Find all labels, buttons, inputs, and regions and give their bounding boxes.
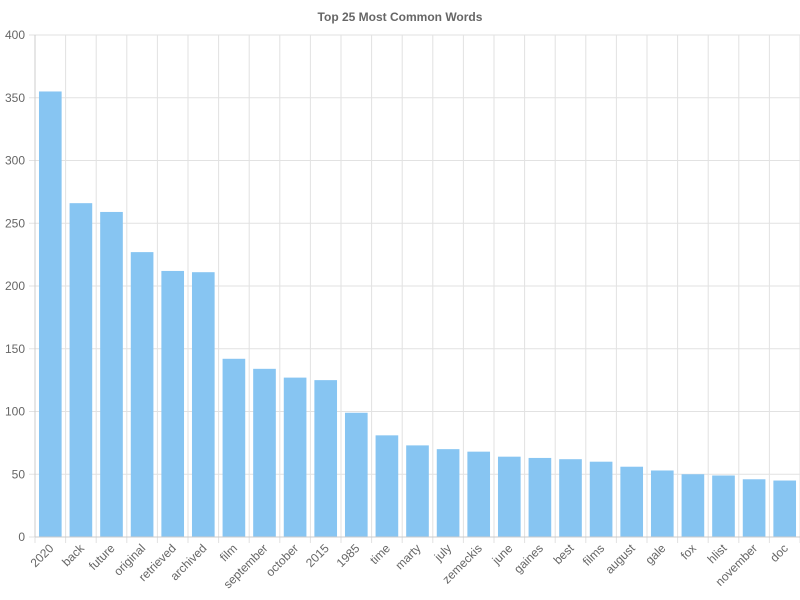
bar-doc[interactable] (773, 480, 797, 537)
x-tick-label: hlist (705, 541, 730, 566)
bar-august[interactable] (620, 466, 644, 537)
x-tick-label: gaines (511, 541, 546, 576)
bar-back[interactable] (69, 203, 93, 538)
y-tick-label: 50 (12, 467, 26, 481)
x-tick-label: marty (393, 541, 424, 572)
bars (38, 91, 797, 538)
bar-fox[interactable] (681, 474, 705, 537)
bar-gale[interactable] (650, 470, 674, 537)
y-tick-label: 200 (5, 279, 25, 293)
bar-marty[interactable] (406, 445, 429, 537)
x-tick-label: october (263, 541, 301, 579)
x-tick-label: gale (642, 541, 668, 567)
bar-2015[interactable] (314, 380, 338, 537)
x-tick-label: 1985 (334, 541, 363, 570)
bar-future[interactable] (100, 211, 123, 537)
bar-october[interactable] (283, 377, 307, 537)
x-tick-label: july (431, 541, 454, 564)
grid-lines (29, 34, 800, 543)
x-tick-label: fox (678, 541, 699, 562)
bar-retrieved[interactable] (161, 270, 185, 537)
y-tick-label: 100 (5, 405, 25, 419)
axes (34, 35, 800, 538)
bar-gaines[interactable] (528, 457, 552, 537)
y-axis-tick-labels: 0 50 100 150 200 250 300 350 400 (5, 28, 25, 544)
y-tick-label: 0 (18, 530, 25, 544)
y-tick-label: 350 (5, 91, 25, 105)
x-tick-label: time (367, 541, 393, 567)
x-tick-label: film (217, 541, 240, 564)
x-tick-label: best (551, 541, 577, 567)
bar-hlist[interactable] (712, 475, 735, 537)
x-tick-label: films (580, 541, 607, 568)
x-tick-label: 2015 (303, 541, 332, 570)
bar-2020[interactable] (38, 91, 62, 537)
bar-september[interactable] (253, 368, 276, 537)
y-tick-label: 150 (5, 342, 25, 356)
x-tick-label: august (602, 541, 638, 577)
x-tick-label: june (489, 541, 516, 568)
y-tick-label: 400 (5, 28, 25, 42)
bar-1985[interactable] (344, 412, 368, 537)
bar-archived[interactable] (191, 272, 215, 537)
y-tick-label: 250 (5, 216, 25, 230)
y-tick-label: 300 (5, 154, 25, 168)
bar-november[interactable] (742, 479, 766, 537)
x-tick-label: doc (767, 541, 791, 565)
bar-july[interactable] (436, 449, 460, 537)
x-tick-label: back (59, 541, 88, 570)
bar-time[interactable] (375, 435, 399, 537)
bar-zemeckis[interactable] (467, 451, 491, 537)
x-tick-label: 2020 (28, 541, 57, 570)
bar-original[interactable] (130, 252, 154, 538)
bar-film[interactable] (222, 358, 246, 537)
bar-films[interactable] (589, 461, 613, 537)
chart-title: Top 25 Most Common Words (317, 10, 483, 24)
bar-best[interactable] (559, 459, 582, 537)
bar-june[interactable] (497, 456, 521, 537)
